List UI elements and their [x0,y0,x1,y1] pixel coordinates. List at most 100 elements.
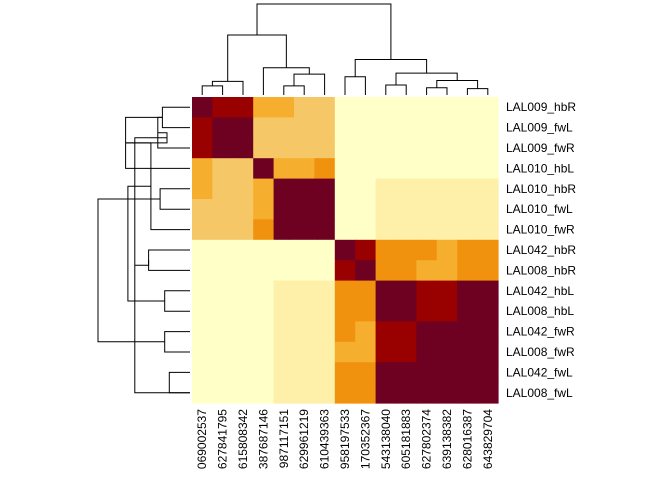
heatmap-cell-r5-c7 [334,199,356,220]
heatmap-cell-r4-c1 [212,178,234,200]
heatmap-cell-r1-c8 [355,117,377,139]
heatmap-cell-r4-c3 [253,178,275,200]
heatmap-cell-r0-c11 [416,97,438,118]
heatmap-cell-r8-c2 [232,260,254,282]
heatmap-cell-r5-c10 [396,199,417,220]
heatmap-cell-r3-c8 [355,158,377,180]
heatmap-cell-r14-c14 [477,382,499,404]
heatmap-cell-r2-c13 [457,137,479,159]
column-dendrogram-branch [256,3,392,60]
heatmap-cell-r1-c12 [436,117,458,139]
heatmap-cell-r12-c7 [334,341,356,363]
heatmap-cell-r1-c11 [416,117,438,139]
heatmap-cell-r11-c13 [457,321,479,343]
heatmap-cell-r11-c11 [416,321,438,343]
heatmap-cell-r8-c13 [457,260,479,282]
heatmap-cell-r3-c5 [294,158,315,180]
heatmap-cell-r7-c3 [253,239,275,261]
heatmap-cell-r1-c0 [192,117,213,139]
heatmap-cell-r2-c8 [355,137,377,159]
row-label: LAL042_fwL [506,365,573,379]
heatmap-cell-r8-c7 [334,260,356,282]
heatmap-cell-r13-c2 [232,362,254,384]
heatmap-cell-r11-c4 [273,321,295,343]
heatmap-cell-r10-c3 [253,301,275,322]
heatmap-cell-r2-c12 [436,137,458,159]
heatmap-cell-r3-c2 [232,158,254,180]
row-label: LAL008_hbL [506,304,574,318]
heatmap-cell-r13-c8 [355,362,377,384]
heatmap-cell-r1-c9 [375,117,397,139]
column-label: 543138040 [379,409,393,469]
heatmap-cell-r0-c13 [457,97,479,118]
row-dendrogram [97,106,190,394]
heatmap-cell-r10-c2 [232,301,254,322]
heatmap-cell-r1-c4 [273,117,295,139]
column-label: 643829704 [481,409,495,469]
row-label: LAL010_hbR [506,182,576,196]
column-label: 639138382 [440,409,454,469]
heatmap-cell-r11-c12 [436,321,458,343]
heatmap-cell-r12-c4 [273,341,295,363]
heatmap-cell-r5-c0 [192,199,213,220]
heatmap-cell-r10-c8 [355,301,377,322]
heatmap-cell-r10-c14 [477,301,499,322]
heatmap-cell-r3-c11 [416,158,438,180]
heatmap-cell-r7-c11 [416,239,438,261]
heatmap-cell-r12-c12 [436,341,458,363]
heatmap-cell-r7-c8 [355,239,377,261]
heatmap-cell-r2-c14 [477,137,499,159]
heatmap-cell-r4-c5 [294,178,315,200]
row-dendrogram-branch [97,198,165,343]
heatmap-cell-r7-c13 [457,239,479,261]
column-label: 615808342 [236,409,250,469]
heatmap-cell-r6-c14 [477,219,499,241]
heatmap-cell-r14-c13 [457,382,479,404]
row-label: LAL042_fwR [506,325,575,339]
heatmap-cell-r13-c12 [436,362,458,384]
heatmap-cell-r6-c8 [355,219,377,241]
column-label: 627841795 [216,409,230,469]
heatmap-cell-r12-c3 [253,341,275,363]
heatmap-cell-r0-c12 [436,97,458,118]
column-dendrogram-branch [354,59,428,77]
heatmap-cell-r5-c14 [477,199,499,220]
heatmap-cell-r13-c4 [273,362,295,384]
heatmap-cell-r3-c13 [457,158,479,180]
heatmap-cell-r1-c1 [212,117,234,139]
heatmap-cell-r4-c13 [457,178,479,200]
heatmap-cell-r3-c3 [253,158,275,180]
heatmap-cell-r2-c5 [294,137,315,159]
heatmap-cell-r1-c10 [396,117,417,139]
heatmap-cell-r3-c9 [375,158,397,180]
heatmap-cell-r13-c14 [477,362,499,384]
heatmap-cell-r9-c0 [192,280,213,302]
heatmap-cell-r7-c9 [375,239,397,261]
heatmap-cell-r11-c6 [314,321,336,343]
heatmap-cell-r0-c3 [253,97,275,118]
row-dendrogram-branch [164,290,190,312]
heatmap-cell-r7-c6 [314,239,336,261]
heatmap-cell-r11-c1 [212,321,234,343]
heatmap-cell-r14-c9 [375,382,397,404]
column-label: 387687146 [256,409,270,469]
heatmap-cell-r0-c8 [355,97,377,118]
heatmap-cell-r4-c9 [375,178,397,200]
heatmap-cell-r7-c0 [192,239,213,261]
heatmap-cell-r4-c2 [232,178,254,200]
heatmap-cell-r13-c6 [314,362,336,384]
column-dendrogram-branch [283,85,305,95]
heatmap-cell-r12-c0 [192,341,213,363]
heatmap-cells [192,97,499,404]
heatmap-cell-r10-c5 [294,301,315,322]
heatmap-cell-r5-c3 [253,199,275,220]
row-labels: LAL009_hbR LAL009_fwL LAL009_fwR LAL010_hbL… [506,100,576,400]
heatmap-cell-r8-c8 [355,260,377,282]
heatmap-cell-r6-c1 [212,219,234,241]
heatmap-cell-r11-c2 [232,321,254,343]
heatmap-cell-r14-c5 [294,382,315,404]
heatmap-cell-r5-c1 [212,199,234,220]
heatmap-cell-r5-c5 [294,199,315,220]
